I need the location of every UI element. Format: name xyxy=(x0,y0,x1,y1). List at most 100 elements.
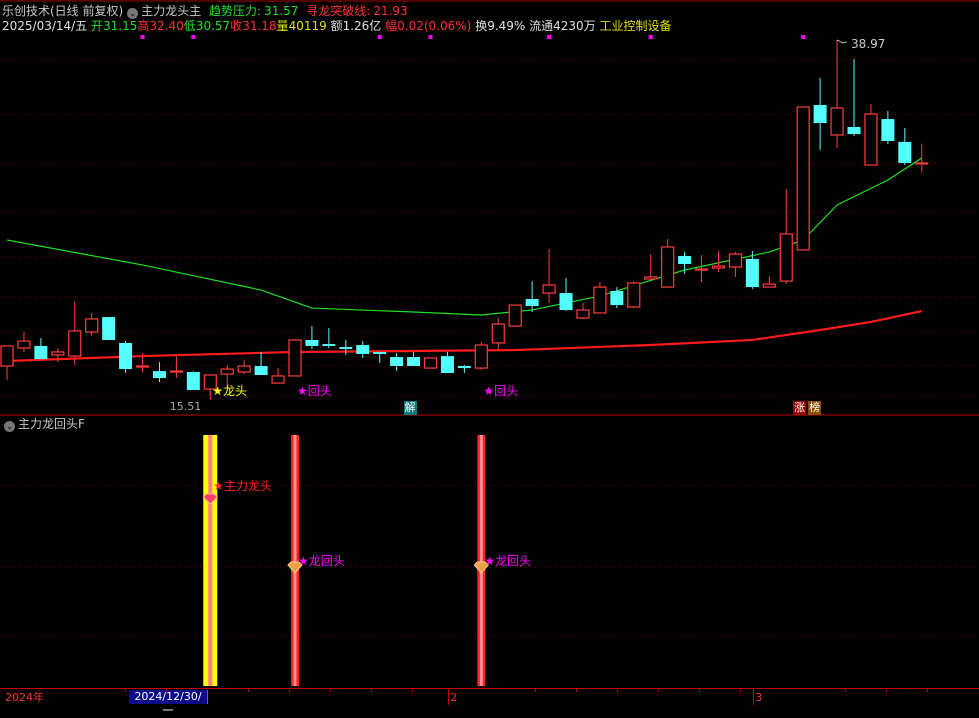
candle xyxy=(356,341,370,358)
chevron-down-icon[interactable]: ⌄ xyxy=(4,421,15,432)
candle-body xyxy=(237,365,251,373)
candle xyxy=(525,281,539,313)
diamond-icon xyxy=(287,561,303,574)
candle xyxy=(68,300,82,366)
candle-body xyxy=(271,375,285,384)
signal-badge[interactable]: 涨 xyxy=(793,401,807,415)
candle-body xyxy=(864,113,878,166)
candle-body xyxy=(881,119,895,142)
axis-tick xyxy=(289,689,290,692)
candle-body xyxy=(51,351,65,356)
candle xyxy=(847,59,861,136)
candle xyxy=(0,345,14,381)
signal-badge[interactable]: 解 xyxy=(403,401,417,415)
low-value: 30.57 xyxy=(195,19,231,33)
axis-tick xyxy=(845,689,846,692)
axis-tick xyxy=(330,689,331,692)
sector[interactable]: 工业控制设备 xyxy=(599,19,672,33)
candle-body xyxy=(356,345,370,355)
axis-tick xyxy=(166,689,167,692)
candle xyxy=(34,338,48,360)
axis-tick xyxy=(658,689,659,692)
info-mark xyxy=(140,35,145,39)
axis-tick xyxy=(412,689,413,692)
signal-badge[interactable]: 榜 xyxy=(808,401,822,415)
candle-body xyxy=(508,304,522,327)
candle xyxy=(762,276,776,288)
candle xyxy=(542,249,556,304)
candle xyxy=(627,281,641,309)
info-mark xyxy=(428,35,433,39)
candle xyxy=(678,252,692,274)
signal-label: ★龙头 xyxy=(212,384,247,398)
candle xyxy=(305,326,319,349)
candle-body xyxy=(576,309,590,319)
lower-panel-title[interactable]: 主力龙回头F xyxy=(18,417,85,431)
candle-body xyxy=(407,357,421,367)
low-label: 低 xyxy=(183,19,196,33)
candle xyxy=(813,78,827,151)
candle-body xyxy=(711,265,726,269)
candle xyxy=(915,143,929,173)
candle-body xyxy=(593,286,607,314)
candle xyxy=(135,353,150,373)
candle xyxy=(186,371,200,391)
float-shares: 流通4230万 xyxy=(529,19,596,33)
candle-body xyxy=(661,246,675,288)
chart-header: 乐创技术(日线 前复权) ⌄ 主力龙头主 趋势压力: 31.57 寻龙突破线: 21.9… xyxy=(2,3,408,19)
max-price-label: 38.97 xyxy=(851,37,885,51)
axis-tick xyxy=(740,689,741,692)
candle-body xyxy=(728,253,743,268)
open-label: 开 xyxy=(91,19,104,33)
candle-body xyxy=(796,106,810,251)
candle-body xyxy=(694,268,709,271)
volume-label: 量 xyxy=(276,19,289,33)
axis-month-label: 2 xyxy=(450,691,458,704)
min-price-label: 15.51 xyxy=(170,400,202,413)
change-label: 幅 xyxy=(385,19,398,33)
candle xyxy=(102,317,116,340)
candle xyxy=(508,304,522,328)
candle xyxy=(85,312,99,337)
candle-body xyxy=(102,317,116,340)
turnover: 换9.49% xyxy=(475,19,526,33)
candle-body xyxy=(525,299,539,307)
candle xyxy=(898,128,912,166)
candle-body xyxy=(745,258,759,288)
info-mark xyxy=(377,35,382,39)
amount: 额1.26亿 xyxy=(330,19,382,33)
signal-label: ★主力龙头 xyxy=(213,479,272,493)
candle xyxy=(220,365,234,391)
candle xyxy=(593,282,607,314)
candle-body xyxy=(390,357,404,367)
month-divider xyxy=(448,689,450,705)
candle-body xyxy=(847,126,861,135)
candle-body xyxy=(830,107,844,136)
candle xyxy=(440,351,454,373)
chevron-down-icon[interactable]: ⌄ xyxy=(127,8,139,19)
breakout-label: 寻龙突破线: xyxy=(306,4,371,18)
candle xyxy=(864,104,878,166)
indicator-name[interactable]: 主力龙头主 xyxy=(141,4,202,18)
candle-body xyxy=(474,344,488,369)
axis-tick xyxy=(371,689,372,692)
signal-label: ★回头 xyxy=(297,384,332,398)
max-pointer xyxy=(836,39,848,44)
candle xyxy=(779,189,793,285)
candle xyxy=(457,365,471,373)
candle xyxy=(423,357,438,369)
candle xyxy=(288,339,302,377)
candle-body xyxy=(762,283,776,288)
signal-bar-core xyxy=(208,435,213,686)
candle-body xyxy=(627,282,641,308)
open-value: 31.15 xyxy=(103,19,138,33)
candle-body xyxy=(17,340,31,349)
breakout-line xyxy=(6,309,922,363)
stock-title[interactable]: 乐创技术(日线 前复权) xyxy=(2,4,124,18)
signal-bar-core xyxy=(293,435,297,686)
close-label: 收 xyxy=(230,19,243,33)
trend-label: 趋势压力: xyxy=(209,4,262,18)
quote-date: 2025/03/14/五 xyxy=(2,19,88,33)
candle-body xyxy=(559,293,573,310)
